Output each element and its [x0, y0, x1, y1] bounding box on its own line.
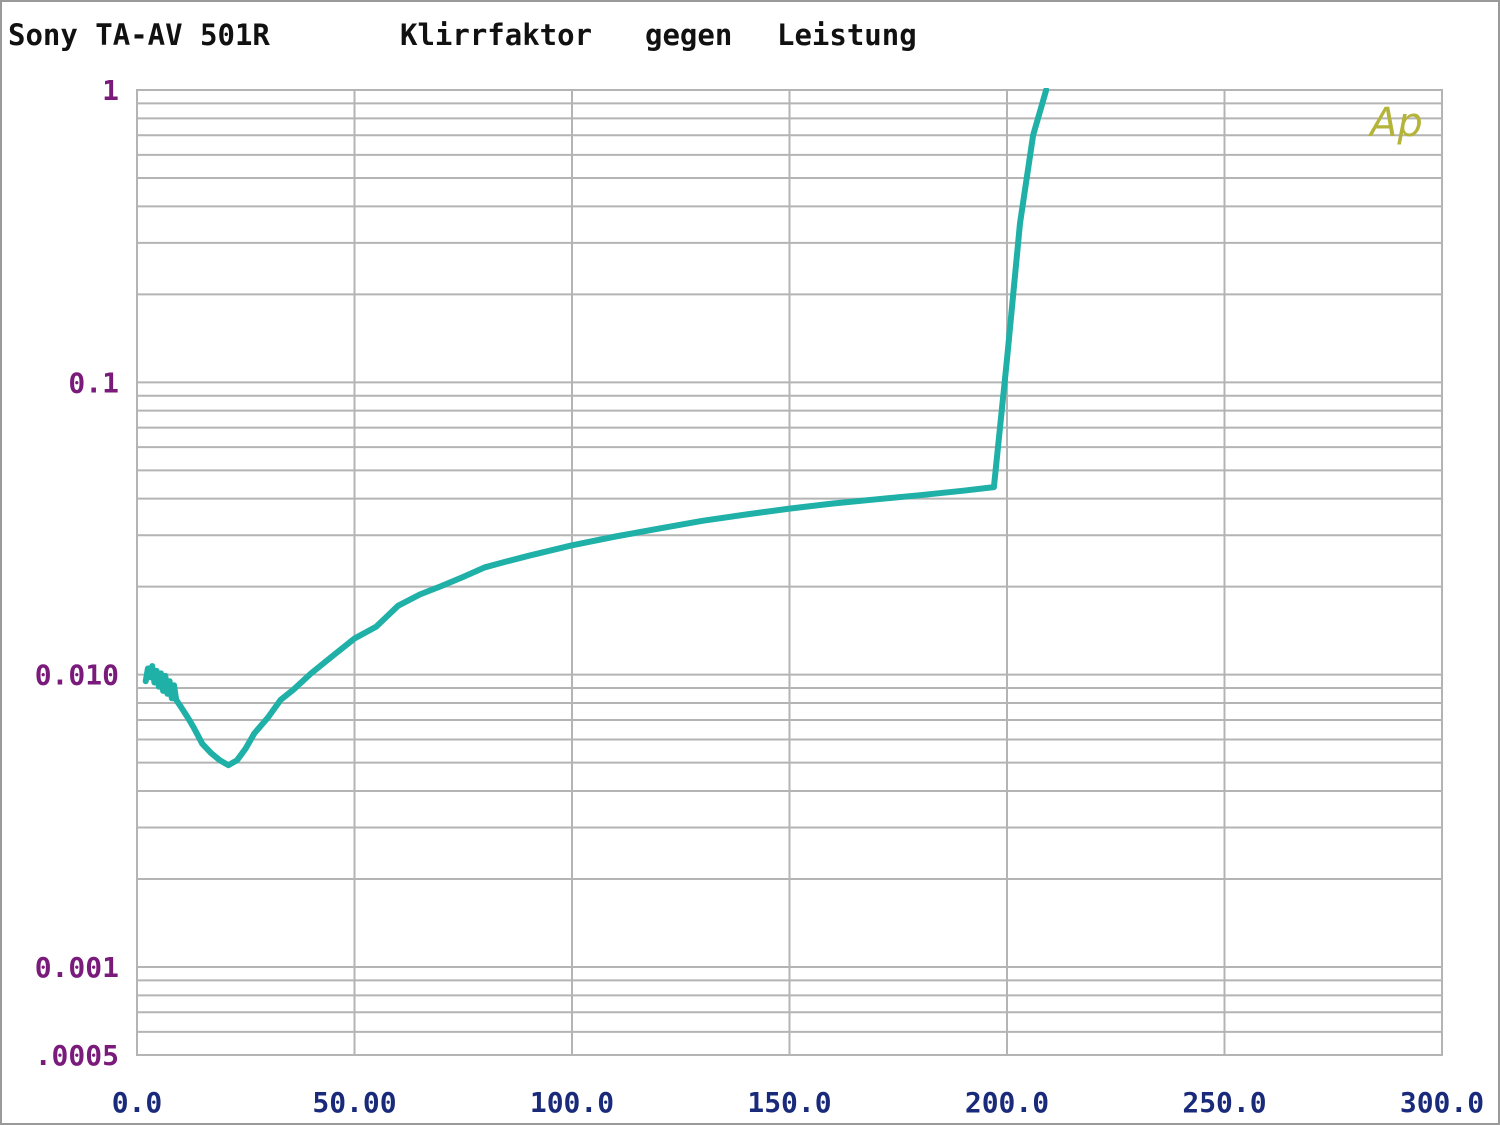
- x-tick-label: 300.0: [1400, 1086, 1484, 1119]
- grid: [136, 89, 1443, 1056]
- device-label: Sony TA-AV 501R: [8, 18, 270, 52]
- y-tick-label: .0005: [35, 1039, 119, 1072]
- x-tick-label: 50.00: [312, 1086, 396, 1119]
- x-tick-label: 100.0: [530, 1086, 614, 1119]
- y-tick-label: 1: [102, 74, 119, 107]
- x-tick-label: 200.0: [965, 1086, 1049, 1119]
- series-line-0: [142, 88, 1050, 769]
- y-tick-label: 0.010: [35, 659, 119, 692]
- x-tick-label: 150.0: [747, 1086, 831, 1119]
- title-word-klirrfaktor: Klirrfaktor: [400, 18, 593, 52]
- x-tick-label: 0.0: [112, 1086, 163, 1119]
- x-tick-label: 250.0: [1182, 1086, 1266, 1119]
- chart-header: Sony TA-AV 501R Klirrfaktor gegen Leistu…: [8, 18, 917, 58]
- axes: 1 0.1 0.010 0.001 .0005 0.0 50.00 100.0 150.0 200…: [35, 74, 1484, 1119]
- title-word-leistung: Leistung: [777, 18, 917, 52]
- plot-area-border: [136, 89, 1443, 1056]
- y-tick-label: 0.1: [68, 366, 119, 399]
- series-layer: [142, 88, 1050, 769]
- y-tick-label: 0.001: [35, 951, 119, 984]
- title-word-gegen: gegen: [645, 18, 733, 52]
- ap-logo: Ap: [1367, 100, 1423, 146]
